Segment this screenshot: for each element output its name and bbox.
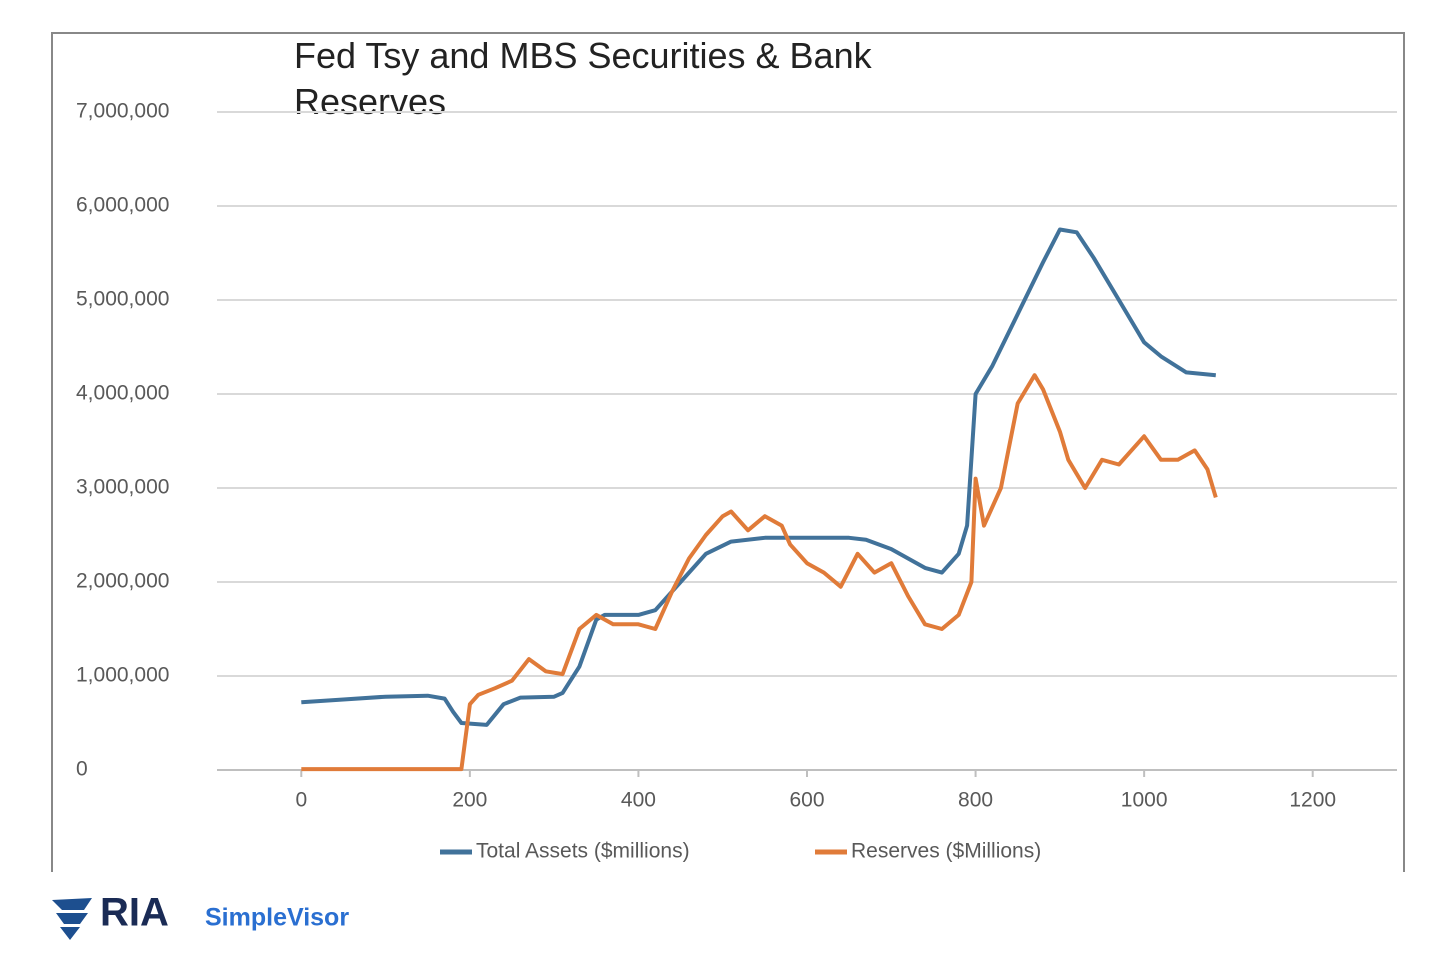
x-tick-label: 800 xyxy=(958,789,993,812)
legend-label: Reserves ($Millions) xyxy=(851,840,1041,863)
x-tick-label: 1200 xyxy=(1289,789,1336,812)
y-tick-label: 0 xyxy=(76,758,88,781)
x-tick-label: 0 xyxy=(295,789,307,812)
y-tick-label: 4,000,000 xyxy=(76,382,169,405)
x-tick-label: 400 xyxy=(621,789,656,812)
y-tick-label: 6,000,000 xyxy=(76,194,169,217)
series-line xyxy=(301,373,1218,772)
legend-label: Total Assets ($millions) xyxy=(476,840,690,863)
x-tick-label: 200 xyxy=(452,789,487,812)
logo-product: SimpleVisor xyxy=(205,904,349,932)
y-tick-label: 7,000,000 xyxy=(76,100,169,123)
logo-icon xyxy=(52,898,92,940)
y-tick-label: 5,000,000 xyxy=(76,288,169,311)
chart-frame xyxy=(51,32,1405,872)
chart-title: Fed Tsy and MBS Securities & Bank Reserve… xyxy=(294,35,873,122)
series-line xyxy=(301,227,1216,727)
logo-brand: RIA xyxy=(100,891,169,935)
logo: RIA SimpleVisor xyxy=(52,891,349,940)
x-tick-label: 600 xyxy=(789,789,824,812)
y-tick-label: 2,000,000 xyxy=(76,570,169,593)
y-tick-label: 3,000,000 xyxy=(76,476,169,499)
y-tick-label: 1,000,000 xyxy=(76,664,169,687)
x-tick-label: 1000 xyxy=(1121,789,1168,812)
